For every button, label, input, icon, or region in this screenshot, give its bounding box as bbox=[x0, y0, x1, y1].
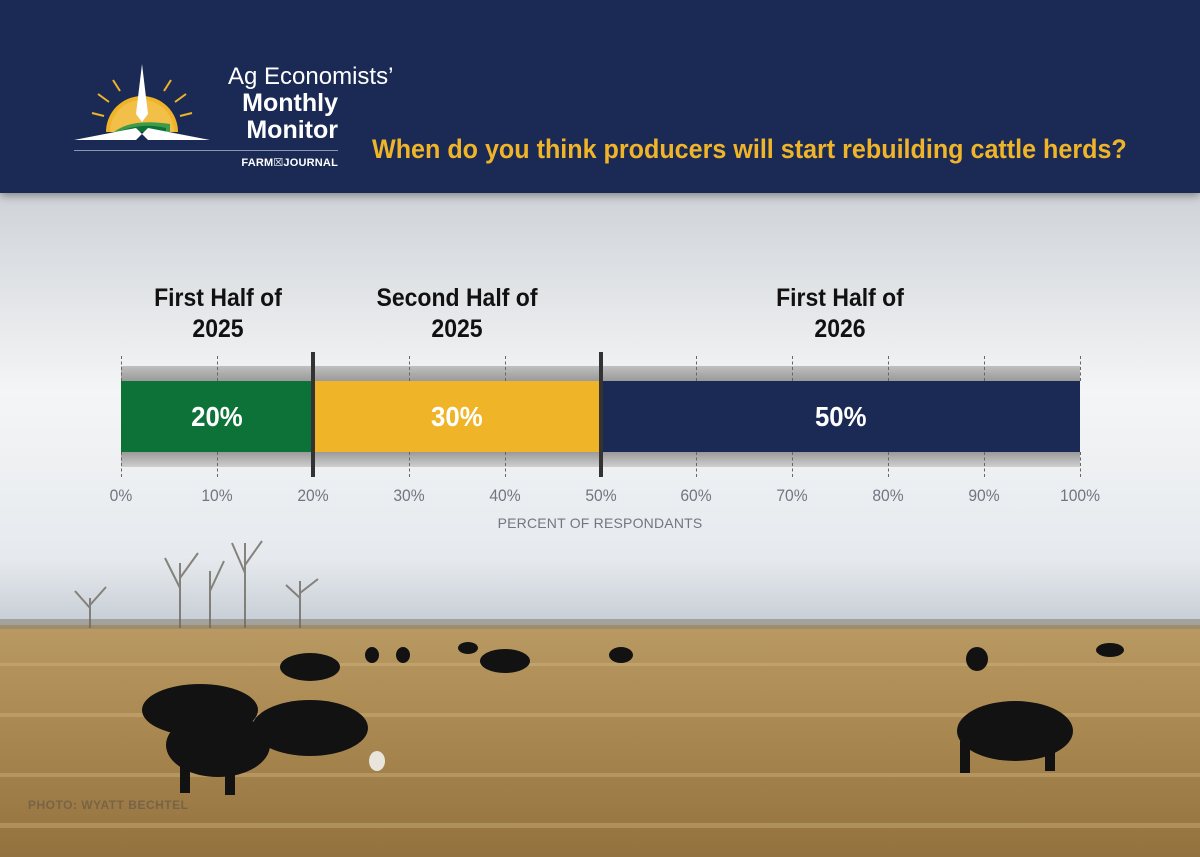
x-tick-label: 70% bbox=[776, 486, 808, 505]
bar-data-label: 30% bbox=[430, 401, 483, 432]
category-label-h1-2026: First Half of 2026 bbox=[776, 284, 904, 343]
logo-subtitle-monitor: Monitor bbox=[246, 116, 338, 144]
segment-divider bbox=[310, 352, 315, 477]
gridline-tick-top bbox=[888, 356, 889, 381]
cattle-field-photo bbox=[0, 193, 1200, 857]
monthly-monitor-logo: Ag Economists’ Monthly Monitor FARM☒JOUR… bbox=[74, 62, 393, 174]
category-label-h1-2025: First Half of 2025 bbox=[154, 284, 282, 343]
gridline-tick-top bbox=[217, 356, 218, 381]
gridline-tick-top bbox=[409, 356, 410, 381]
x-tick-label: 50% bbox=[585, 486, 617, 505]
pasture-background-image bbox=[0, 540, 1200, 857]
bar-data-label: 50% bbox=[814, 401, 867, 432]
gridline-tick-bottom bbox=[696, 452, 697, 477]
x-axis-title: PERCENT OF RESPONDANTS bbox=[497, 515, 703, 531]
publisher-name: FARM☒JOURNAL bbox=[241, 157, 338, 169]
compass-sun-logo-icon bbox=[74, 64, 210, 140]
x-tick-label: 0% bbox=[109, 486, 133, 505]
gridline-tick-bottom bbox=[984, 452, 985, 477]
gridline-tick-top bbox=[696, 356, 697, 381]
gridline-tick-top bbox=[121, 356, 122, 381]
gridline-tick-top bbox=[1080, 356, 1081, 381]
gridline-tick-bottom bbox=[888, 452, 889, 477]
x-tick-label: 10% bbox=[201, 486, 233, 505]
gridline-tick-bottom bbox=[121, 452, 122, 477]
header-banner: Ag Economists’ Monthly Monitor FARM☒JOUR… bbox=[0, 0, 1200, 193]
gridline-tick-top bbox=[984, 356, 985, 381]
logo-divider bbox=[74, 150, 338, 151]
logo-subtitle-monthly: Monthly bbox=[242, 89, 338, 117]
chart-title: When do you think producers will start r… bbox=[372, 134, 1127, 164]
x-tick-label: 20% bbox=[297, 486, 329, 505]
x-tick-label: 30% bbox=[393, 486, 425, 505]
gridline-tick-top bbox=[505, 356, 506, 381]
logo-title: Ag Economists’ bbox=[228, 63, 394, 90]
x-tick-label: 40% bbox=[489, 486, 521, 505]
gridline-tick-bottom bbox=[409, 452, 410, 477]
x-tick-label: 60% bbox=[680, 486, 712, 505]
x-tick-label: 90% bbox=[968, 486, 1000, 505]
photo-credit: PHOTO: WYATT BECHTEL bbox=[28, 798, 189, 812]
bar-segment: 20% bbox=[121, 381, 313, 452]
category-label-h2-2025: Second Half of 2025 bbox=[376, 284, 538, 343]
segment-divider bbox=[598, 352, 603, 477]
bar-segment: 50% bbox=[600, 381, 1080, 452]
bar-data-label: 20% bbox=[191, 401, 243, 432]
gridline-tick-bottom bbox=[792, 452, 793, 477]
gridline-tick-top bbox=[792, 356, 793, 381]
bar-segment: 30% bbox=[312, 381, 601, 452]
gridline-tick-bottom bbox=[1080, 452, 1081, 477]
x-tick-label: 80% bbox=[872, 486, 904, 505]
gridline-tick-bottom bbox=[505, 452, 506, 477]
x-tick-label: 100% bbox=[1059, 486, 1100, 505]
gridline-tick-bottom bbox=[217, 452, 218, 477]
